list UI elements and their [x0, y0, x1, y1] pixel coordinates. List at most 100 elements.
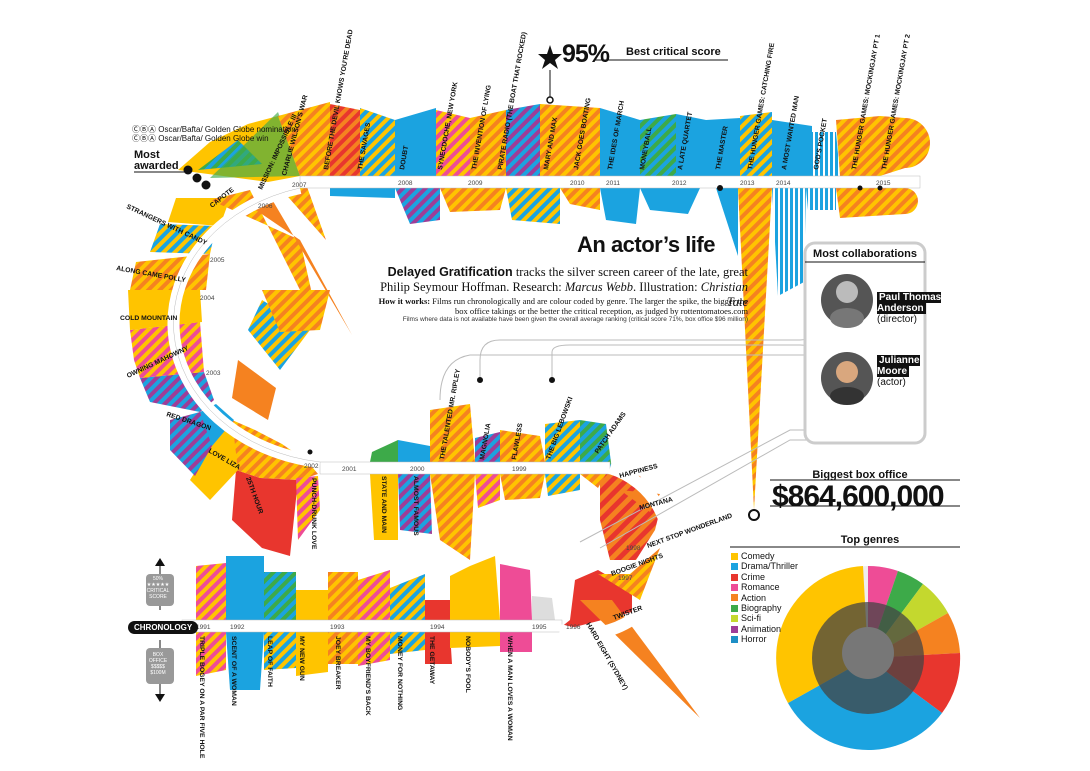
film-label: NOBODY'S FOOL — [464, 636, 471, 693]
collaborator-name: Paul Thomas Anderson — [877, 292, 942, 314]
collaborations-title: Most collaborations — [813, 248, 917, 260]
year-1995: 1995 — [532, 624, 547, 631]
genre-swatch — [731, 563, 738, 571]
film-label: PUNCH-DRUNK LOVE — [310, 478, 317, 550]
ribbon-2000s-upper — [370, 404, 612, 470]
genre-swatch — [731, 604, 738, 612]
avatar-julianne-moore — [821, 352, 873, 405]
ribbon-left-arc — [128, 184, 352, 556]
genre-legend-item: Romance — [731, 582, 798, 592]
biggest-box-office-value: $864,600,000 — [772, 480, 945, 513]
win-label: Oscar/Bafta/ Golden Globe win — [158, 134, 269, 143]
genre-label: Action — [741, 592, 767, 603]
year-2004: 2004 — [200, 295, 215, 302]
year-1992: 1992 — [230, 624, 245, 631]
chronology-label: CHRONOLOGY — [128, 621, 199, 634]
genre-swatch — [731, 635, 738, 643]
year-2001: 2001 — [342, 466, 357, 473]
page-title: An actor’s life — [577, 232, 715, 257]
genre-legend-item: Biography — [731, 603, 798, 613]
genre-legend: Comedy Drama/Thriller Crime Romance Action Bi… — [731, 551, 798, 645]
genre-label: Sci-fi — [741, 613, 761, 624]
genre-swatch — [731, 552, 738, 560]
win-award-icon — [192, 173, 202, 183]
nomination-label: Oscar/Bafta/ Golden Globe nomination — [158, 125, 296, 134]
film-label: MY NEW GUN — [298, 636, 305, 681]
film-label: STATE AND MAIN — [380, 476, 387, 533]
year-1997: 1997 — [618, 575, 633, 582]
catching-fire-spike — [738, 188, 772, 510]
box-office-key: BOX OFFICE $$$$$ $100M — [148, 652, 168, 676]
film-label: MONEY FOR NOTHING — [396, 636, 403, 710]
best-critical-score: 95% Best critical score — [540, 40, 721, 69]
nomination-icons: ⒸⒷⒶ — [132, 125, 156, 134]
year-labels: 1991 1992 1993 1994 1995 1996 1997 1998 … — [196, 180, 891, 631]
year-2008: 2008 — [398, 180, 413, 187]
star-icon — [538, 45, 562, 69]
ribbon-1990s-lower — [196, 632, 532, 690]
year-2009: 2009 — [468, 180, 483, 187]
genre-legend-item: Crime — [731, 572, 798, 582]
genre-label: Romance — [741, 582, 780, 593]
awards-legend: ⒸⒷⒶ Oscar/Bafta/ Golden Globe nomination… — [132, 125, 296, 143]
year-1994: 1994 — [430, 624, 445, 631]
genre-swatch — [731, 615, 738, 623]
film-label: DOUBT — [399, 144, 410, 170]
how-it-works-label: How it works: — [378, 296, 431, 306]
genre-legend-item: Action — [731, 593, 798, 603]
film-label: TRIPLE BOGEY ON A PAR FIVE HOLE — [198, 636, 205, 759]
win-award-icon — [201, 180, 211, 190]
year-2014: 2014 — [776, 180, 791, 187]
genre-legend-item: Sci-fi — [731, 613, 798, 623]
film-label: ALMOST FAMOUS — [412, 476, 419, 536]
year-1999: 1999 — [512, 466, 527, 473]
collaborator-anderson: Paul Thomas Anderson (director) — [877, 292, 967, 325]
biggest-box-office-title: Biggest box office — [812, 469, 908, 481]
critical-score-key: 50% ★★★★★ CRITICAL SCORE — [146, 576, 170, 600]
genre-label: Comedy — [741, 551, 775, 561]
best-score-label: Best critical score — [626, 46, 721, 58]
year-2015: 2015 — [876, 180, 891, 187]
best-score-value: 95% — [562, 40, 610, 68]
genre-label: Drama/Thriller — [741, 561, 799, 572]
year-2012: 2012 — [672, 180, 687, 187]
year-1993: 1993 — [330, 624, 345, 631]
year-2000: 2000 — [410, 466, 425, 473]
brand-name: Delayed Gratification — [387, 265, 513, 279]
ribbon-2000s-lower — [370, 474, 606, 560]
genre-label: Biography — [741, 603, 782, 614]
year-2006: 2006 — [258, 203, 273, 210]
film-label: SCENT OF A WOMAN — [230, 636, 237, 706]
intro-text: Delayed Gratification tracks the silver … — [364, 265, 748, 310]
year-2007: 2007 — [292, 182, 307, 189]
year-2010: 2010 — [570, 180, 585, 187]
year-2002: 2002 — [304, 463, 319, 470]
illustration-label: . Illustration: — [633, 280, 701, 294]
how-it-works-text: Films run chronologically and are colour… — [430, 296, 748, 316]
box-office-marker — [748, 509, 760, 521]
intro-body: tracks the silver screen career of the l… — [380, 265, 748, 294]
genre-swatch — [731, 573, 738, 581]
year-1998: 1998 — [626, 545, 641, 552]
avatar-paul-thomas-anderson — [821, 274, 873, 328]
timeline-bars — [167, 175, 921, 640]
film-label: LEAP OF FAITH — [266, 636, 273, 687]
film-markers — [307, 185, 883, 455]
genre-swatch — [731, 583, 738, 591]
year-1991: 1991 — [196, 624, 211, 631]
film-label: THE GETAWAY — [428, 636, 435, 685]
collaborator-role: (actor) — [877, 377, 906, 388]
ribbon-top-lower — [330, 188, 918, 510]
year-2011: 2011 — [606, 180, 620, 187]
genre-label: Animation — [741, 623, 782, 634]
research-credit: Marcus Webb — [564, 280, 634, 294]
genre-legend-item: Comedy — [731, 551, 798, 561]
collaborations-panel — [803, 241, 927, 445]
year-2003: 2003 — [206, 370, 221, 377]
collaborator-role: (director) — [877, 314, 918, 325]
win-icons: ⒸⒷⒶ — [132, 134, 156, 143]
genre-swatch — [731, 594, 738, 602]
collaborator-name: Julianne Moore — [877, 355, 920, 377]
film-label: MY BOYFRIEND'S BACK — [364, 636, 371, 716]
